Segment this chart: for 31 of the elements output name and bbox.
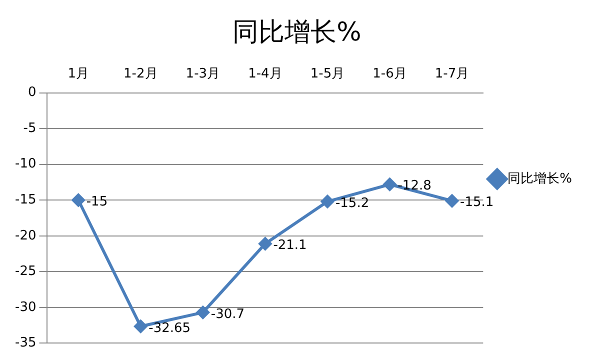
data-label: -32.65 (148, 320, 191, 336)
x-tick-label: 1-4月 (248, 66, 282, 82)
x-tick-label: 1-5月 (310, 66, 345, 82)
point (383, 178, 396, 191)
legend-label: 同比增长% (508, 171, 572, 186)
x-tick-label: 1月 (68, 66, 90, 82)
data-label: -15.1 (460, 195, 494, 210)
x-tick-label: 1-6月 (372, 66, 407, 82)
x-tick-label: 1-7月 (434, 66, 470, 82)
x-tick-label: 1-3月 (186, 66, 220, 82)
x-tick-label: 1-2月 (124, 66, 158, 82)
y-tick-label: -30 (15, 300, 36, 315)
point (320, 195, 334, 208)
y-tick-label: 0 (28, 85, 36, 100)
data-label: -15.2 (335, 196, 370, 211)
y-tick-label: -35 (15, 336, 36, 351)
y-tick-label: -15 (15, 192, 36, 208)
point (258, 237, 272, 250)
data-label: -12.8 (398, 178, 432, 194)
y-tick-label: -20 (15, 228, 36, 244)
data-label: -15 (86, 194, 108, 210)
y-tick-label: -5 (23, 120, 36, 136)
data-label: -21.1 (273, 238, 307, 254)
point (446, 194, 459, 208)
data-label: -30.7 (210, 306, 245, 322)
point (134, 320, 148, 333)
point (72, 194, 85, 207)
chart-title: 同比增长% (232, 17, 362, 48)
y-tick-label: -25 (15, 264, 36, 280)
y-tick-label: -10 (15, 156, 36, 172)
point (196, 306, 210, 319)
